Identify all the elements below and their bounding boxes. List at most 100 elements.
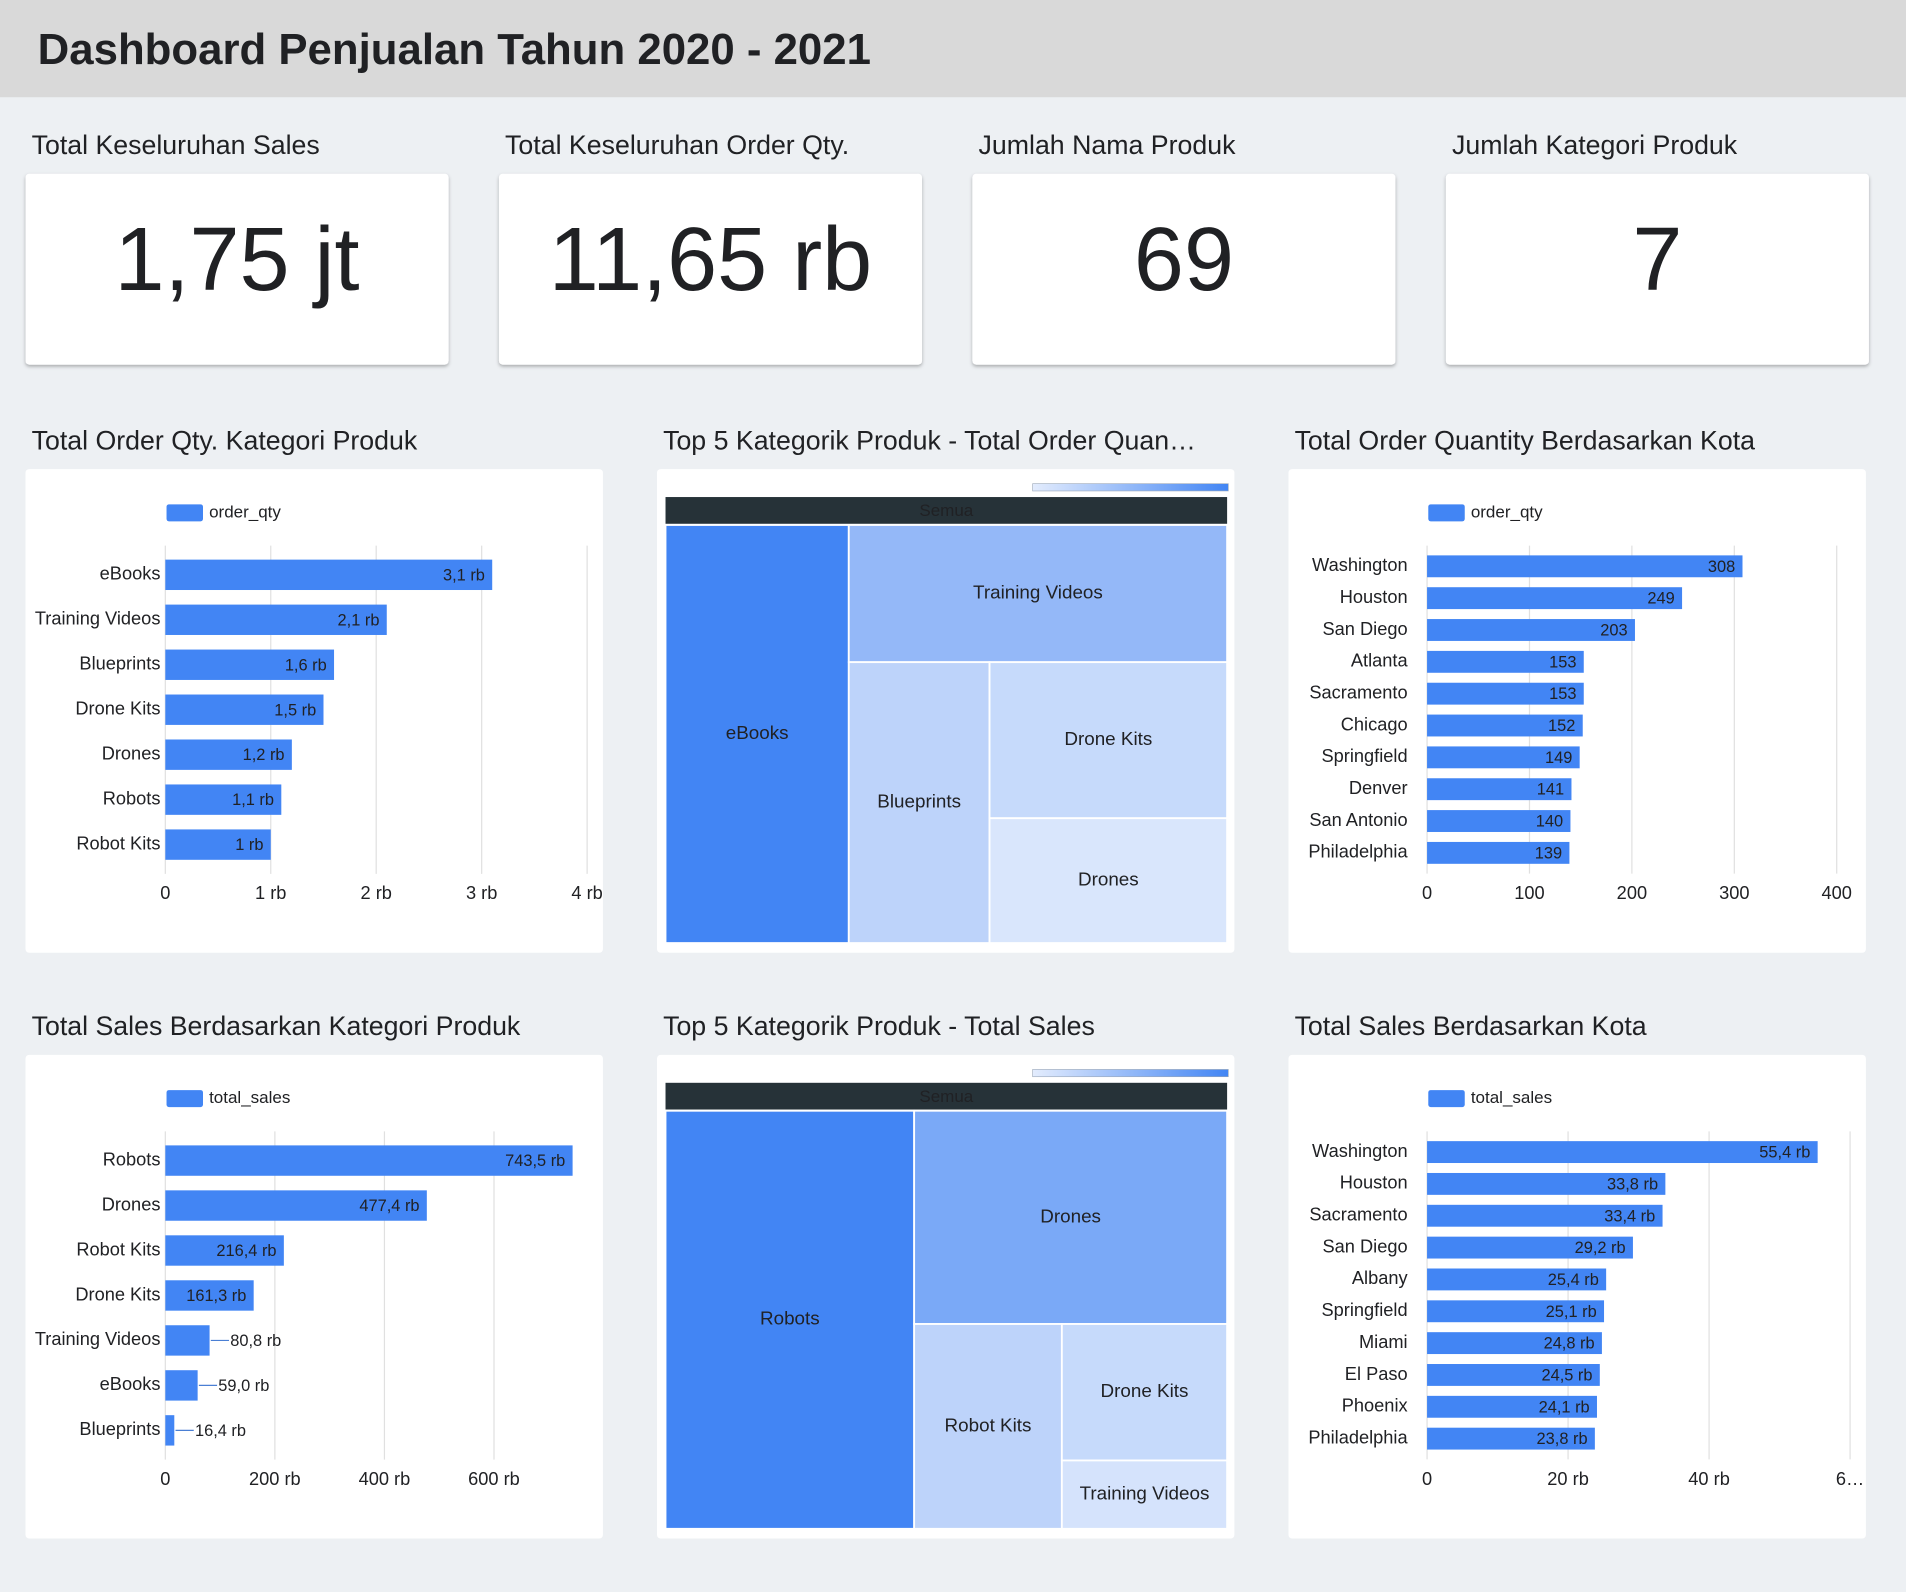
treemap-label: Training Videos [973, 582, 1103, 603]
chart-panel [1288, 469, 1866, 953]
data-label: 1 rb [235, 836, 263, 854]
data-label: 140 [1536, 813, 1563, 831]
y-tick-label: Phoenix [1342, 1395, 1408, 1416]
data-label: 24,1 rb [1539, 1398, 1590, 1416]
legend-swatch [166, 504, 203, 522]
bar [1427, 746, 1580, 769]
y-tick-label: Sacramento [1309, 681, 1407, 702]
data-label: 153 [1549, 685, 1576, 703]
kpi-value: 1,75 jt [115, 210, 360, 310]
x-tick-label: 400 [1822, 882, 1852, 903]
treemap-cell [664, 524, 850, 944]
data-label: 25,4 rb [1548, 1271, 1599, 1289]
x-tick-label: 400 rb [359, 1468, 411, 1489]
bar [165, 1280, 254, 1311]
data-label: 24,5 rb [1541, 1366, 1592, 1384]
treemap-cell [913, 1109, 1229, 1325]
data-label: 24,8 rb [1544, 1335, 1595, 1353]
y-tick-label: Washington [1312, 554, 1408, 575]
chart-title: Total Sales Berdasarkan Kota [1295, 1011, 1647, 1041]
y-tick-label: Springfield [1322, 1299, 1408, 1320]
treemap-cell [1060, 1459, 1229, 1530]
treemap-cell [913, 1323, 1063, 1530]
data-label: 152 [1548, 717, 1575, 735]
y-tick-label: Drones [102, 742, 161, 763]
kpi-label: Total Keseluruhan Sales [32, 130, 320, 160]
bar [1427, 587, 1683, 610]
header-bar [0, 0, 1906, 98]
data-label: 1,2 rb [243, 746, 285, 764]
x-tick-label: 200 rb [249, 1468, 301, 1489]
x-tick-label: 200 [1617, 882, 1647, 903]
kpi-card [1445, 173, 1869, 365]
y-tick-label: Training Videos [35, 1328, 161, 1349]
data-label: 29,2 rb [1575, 1239, 1626, 1257]
legend-label: total_sales [1471, 1088, 1552, 1107]
data-label: 743,5 rb [505, 1152, 565, 1170]
bar [1427, 1300, 1605, 1323]
color-legend [1032, 1069, 1229, 1078]
y-tick-label: San Diego [1323, 618, 1408, 639]
chart-title: Top 5 Kategorik Produk - Total Order Qua… [663, 425, 1196, 455]
data-label: 55,4 rb [1759, 1144, 1810, 1162]
bar [1427, 810, 1571, 832]
data-label: 2,1 rb [338, 611, 380, 629]
color-legend [1032, 483, 1229, 492]
y-tick-label: Robot Kits [76, 1238, 160, 1259]
treemap-cell [847, 524, 1229, 664]
x-tick-label: 0 [160, 882, 170, 903]
x-tick-label: 40 rb [1688, 1468, 1730, 1489]
bar [165, 1415, 175, 1446]
data-label: 25,1 rb [1546, 1303, 1597, 1321]
y-tick-label: Robots [103, 1148, 161, 1169]
treemap-label: Training Videos [1080, 1483, 1210, 1504]
bar [1427, 682, 1584, 705]
x-tick-label: 6… [1836, 1468, 1864, 1489]
x-tick-label: 4 rb [571, 882, 602, 903]
y-tick-label: Philadelphia [1308, 841, 1408, 862]
kpi-value: 7 [1632, 210, 1682, 310]
treemap-label: Drone Kits [1064, 728, 1152, 749]
y-tick-label: San Antonio [1309, 809, 1407, 830]
y-tick-label: Atlanta [1351, 650, 1409, 671]
chart-title: Total Sales Berdasarkan Kategori Produk [32, 1011, 521, 1041]
y-tick-label: Drones [102, 1193, 161, 1214]
treemap-label: Drones [1040, 1205, 1101, 1226]
kpi-value: 69 [1134, 210, 1234, 310]
bar [1427, 1427, 1595, 1450]
data-label: 139 [1535, 844, 1562, 862]
bar [1427, 1141, 1818, 1164]
data-label: 1,5 rb [274, 701, 316, 719]
data-label: 23,8 rb [1537, 1430, 1588, 1448]
kpi-value: 11,65 rb [549, 210, 872, 310]
x-tick-label: 100 [1514, 882, 1544, 903]
legend-swatch [1428, 504, 1465, 522]
kpi-label: Jumlah Kategori Produk [1452, 130, 1738, 160]
treemap-cell [847, 661, 991, 944]
treemap-header [665, 1082, 1228, 1110]
data-label: 308 [1708, 558, 1735, 576]
y-tick-label: Miami [1359, 1331, 1408, 1352]
treemap-header-label: Semua [919, 1087, 973, 1106]
y-tick-label: Denver [1349, 777, 1408, 798]
treemap-header [665, 497, 1228, 524]
data-label: 249 [1647, 590, 1674, 608]
chart-title: Top 5 Kategorik Produk - Total Sales [663, 1011, 1095, 1041]
data-label: 216,4 rb [216, 1242, 276, 1260]
kpi-card [25, 173, 449, 365]
bar [1427, 1332, 1602, 1355]
bar [1427, 650, 1584, 673]
bar [165, 559, 493, 591]
bar [165, 739, 292, 770]
y-tick-label: eBooks [100, 1373, 161, 1394]
data-label: 1,1 rb [232, 791, 274, 809]
bar [165, 829, 271, 860]
y-tick-label: Drone Kits [75, 1283, 160, 1304]
x-tick-label: 2 rb [361, 882, 392, 903]
bar [1427, 1364, 1600, 1386]
bar [165, 1325, 210, 1356]
y-tick-label: Albany [1352, 1267, 1409, 1288]
legend-label: order_qty [1471, 502, 1543, 521]
